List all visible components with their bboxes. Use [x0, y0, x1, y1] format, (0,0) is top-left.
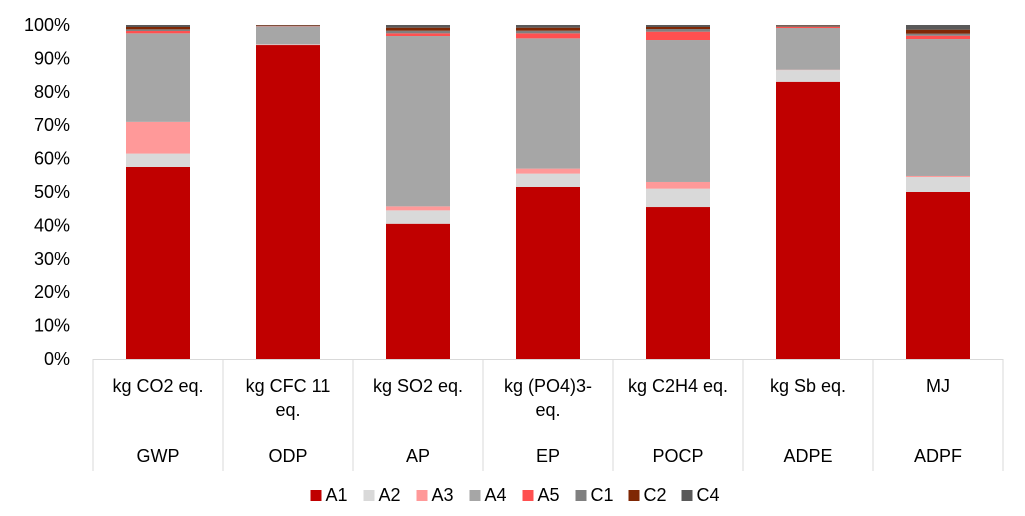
bar-segment-c2-gwp [126, 27, 190, 30]
legend-swatch-a5 [522, 490, 534, 501]
bar-segment-c1-adpe [776, 26, 840, 28]
y-tick-label: 40% [34, 215, 70, 235]
bar-segment-c1-pocp [646, 29, 710, 32]
bar-segment-a4-adpf [906, 39, 970, 176]
bar-segment-c4-adpf [906, 25, 970, 30]
y-tick-label: 60% [34, 149, 70, 169]
legend-swatch-a3 [416, 490, 428, 501]
bar-segment-a4-adpe [776, 28, 840, 70]
x-tick-label-unit: kg CFC 11 eq. [246, 376, 331, 420]
bar-segment-a5-ap [386, 33, 450, 37]
legend-label-a5: A5 [538, 485, 560, 505]
bar-segment-c4-ep [516, 25, 580, 28]
legend-swatch-c4 [681, 490, 693, 501]
bar-segment-c2-ep [516, 27, 580, 31]
legend-swatch-a4 [469, 490, 481, 501]
bar-segment-a3-ep [516, 168, 580, 174]
legend-label-c4: C4 [697, 485, 720, 505]
bar-segment-a5-gwp [126, 31, 190, 34]
bar-segment-c2-adpf [906, 29, 970, 34]
bar-segment-a3-gwp [126, 121, 190, 154]
legend-label-a1: A1 [326, 485, 348, 505]
y-tick-label: 30% [34, 249, 70, 269]
bar-segment-c2-ap [386, 27, 450, 31]
x-tick-label-unit: MJ [926, 376, 950, 396]
bar-segment-a1-adpf [906, 192, 970, 359]
bar-segment-a1-ap [386, 223, 450, 359]
bar-segment-c2-pocp [646, 27, 710, 29]
x-tick-label-unit: kg (PO4)3-eq. [504, 376, 592, 420]
legend-swatch-c2 [628, 490, 640, 501]
bar-segment-a2-gwp [126, 153, 190, 167]
legend-label-c2: C2 [644, 485, 667, 505]
legend-label-a4: A4 [485, 485, 507, 505]
bar-segment-c2-adpe [776, 25, 840, 27]
bar-segment-a2-adpe [776, 70, 840, 82]
legend-label-a3: A3 [432, 485, 454, 505]
bar-segment-c4-adpe [776, 25, 840, 26]
bar-segment-c1-adpf [906, 33, 970, 36]
bar-segment-a2-adpf [906, 176, 970, 192]
y-axis: 0% 10% 20% 30% 40% 50% 60% 70% 80% 90% 100% [24, 15, 70, 369]
bar-segment-a3-pocp [646, 181, 710, 189]
y-tick-label: 20% [34, 282, 70, 302]
y-tick-label: 80% [34, 82, 70, 102]
x-tick-label-unit: kg CO2 eq. [112, 376, 203, 396]
x-tick-label-indicator: EP [536, 446, 560, 466]
bar-segment-a5-adpf [906, 35, 970, 40]
x-tick-label-unit: kg C2H4 eq. [628, 376, 728, 396]
bars [126, 25, 970, 359]
legend-label-a2: A2 [379, 485, 401, 505]
bar-segment-a5-pocp [646, 31, 710, 41]
y-tick-label: 0% [44, 349, 70, 369]
x-tick-label-indicator: ODP [268, 446, 307, 466]
x-tick-label-indicator: ADPF [914, 446, 962, 466]
bar-segment-a4-pocp [646, 40, 710, 182]
bar-segment-a2-ep [516, 173, 580, 187]
bar-segment-a3-adpf [906, 175, 970, 177]
legend-swatch-a1 [310, 490, 322, 501]
bar-segment-c4-pocp [646, 25, 710, 27]
legend-swatch-c1 [575, 490, 587, 501]
bar-segment-c4-ap [386, 25, 450, 28]
bar-segment-a4-odp [256, 26, 320, 45]
bar-segment-c2-odp [256, 25, 320, 26]
x-axis: kg CO2 eq. GWP kg CFC 11 eq. ODP kg SO2 eq. AP… [92, 359, 1004, 471]
y-tick-label: 70% [34, 115, 70, 135]
bar-segment-a3-ap [386, 206, 450, 211]
x-tick-label-unit: kg Sb eq. [770, 376, 846, 396]
x-tick-label-indicator: POCP [652, 446, 703, 466]
bar-segment-a4-ap [386, 36, 450, 207]
bar-segment-a2-pocp [646, 188, 710, 208]
x-tick-label-unit: kg SO2 eq. [373, 376, 463, 396]
bar-segment-c1-ep [516, 30, 580, 34]
y-tick-label: 90% [34, 48, 70, 68]
bar-segment-a5-ep [516, 33, 580, 39]
legend-label-c1: C1 [591, 485, 614, 505]
y-tick-label: 100% [24, 15, 70, 35]
x-tick-label-indicator: ADPE [783, 446, 832, 466]
bar-segment-c1-gwp [126, 29, 190, 32]
bar-segment-a5-adpe [776, 27, 840, 28]
y-tick-label: 10% [34, 316, 70, 336]
x-tick-label-indicator: GWP [137, 446, 180, 466]
x-tick-label-indicator: AP [406, 446, 430, 466]
legend: A1 A2 A3 A4 A5 C1 C2 C4 [310, 485, 720, 505]
bar-segment-a1-adpe [776, 81, 840, 359]
bar-segment-a2-ap [386, 210, 450, 224]
y-tick-label: 50% [34, 182, 70, 202]
bar-segment-a4-gwp [126, 33, 190, 122]
bar-segment-a1-gwp [126, 166, 190, 359]
bar-segment-c1-ap [386, 30, 450, 34]
legend-swatch-a2 [363, 490, 375, 501]
bar-segment-a1-pocp [646, 207, 710, 359]
bar-segment-a4-ep [516, 38, 580, 169]
bar-segment-c4-gwp [126, 25, 190, 27]
bar-segment-a1-ep [516, 186, 580, 359]
bar-segment-a1-odp [256, 45, 320, 359]
